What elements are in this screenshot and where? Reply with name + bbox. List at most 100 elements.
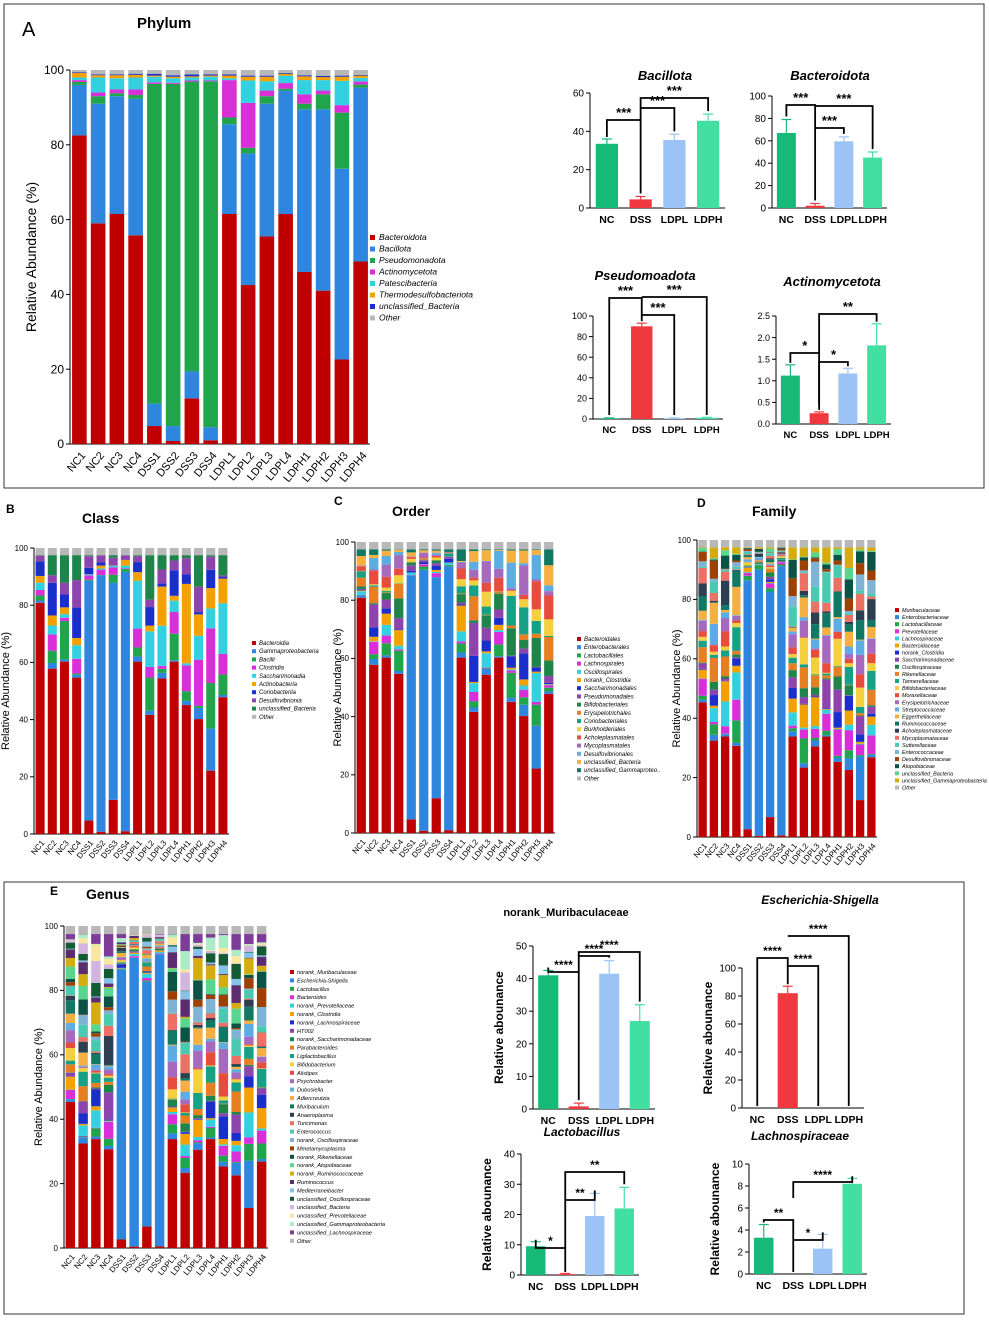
pseudomonadota-x-label: LDPH xyxy=(694,425,720,436)
genus-y-tick-label: 20 xyxy=(49,1179,58,1188)
order-bar-segment xyxy=(494,594,504,610)
order-bar-segment xyxy=(394,583,404,599)
pseudomonadota-significance-bracket xyxy=(641,314,676,415)
family-legend-label: unclassified_Gammaproteobacteria xyxy=(902,778,987,784)
pseudomonadota-x-label: NC xyxy=(602,425,616,436)
genus-bar-segment xyxy=(180,1016,190,1019)
genus-bar-segment xyxy=(65,1030,76,1043)
order-y-tick-label: 40 xyxy=(340,712,349,721)
class-bar-segment xyxy=(133,562,143,573)
order-bar-segment xyxy=(544,687,554,692)
family-bar-segment xyxy=(777,564,786,567)
order-bar-segment xyxy=(406,570,416,573)
family-bar-segment xyxy=(833,618,842,632)
bacillota-bar-ldph xyxy=(696,120,720,208)
order-legend-swatch xyxy=(577,743,581,748)
family-bar-segment xyxy=(799,557,809,561)
genus-bar-segment xyxy=(205,926,216,935)
class-bar-segment xyxy=(59,661,69,834)
class-bar-segment xyxy=(84,575,94,580)
class-bar-segment xyxy=(47,575,57,583)
family-bar-segment xyxy=(743,549,752,551)
order-bar-segment xyxy=(356,542,366,550)
genus-bar-segment xyxy=(180,1018,190,1028)
phylum-bar-segment xyxy=(353,70,368,75)
family-bar-segment xyxy=(855,716,865,735)
family-bar-segment xyxy=(788,670,797,678)
family-bar-segment xyxy=(844,631,854,647)
family-bar-segment xyxy=(743,550,752,552)
genus-bar-segment xyxy=(91,997,101,1003)
order-bar-segment xyxy=(431,569,441,572)
phylum-bar-segment xyxy=(128,73,143,75)
genus-legend-label: norank_Oscillospiraceae xyxy=(297,1138,358,1144)
lachnospiraceae-significance-label: ** xyxy=(774,1206,784,1220)
pseudomonadota-y-tick-label: 100 xyxy=(572,311,587,321)
phylum-x-label: NC2 xyxy=(84,450,107,475)
family-bar-segment xyxy=(867,540,876,548)
muribaculaceae-significance-bracket xyxy=(547,967,580,1101)
phylum-bar-segment xyxy=(165,75,181,77)
genus-bar-segment xyxy=(180,1172,190,1248)
genus-bar-segment xyxy=(91,1036,101,1041)
phylum-bar-segment xyxy=(259,76,275,82)
genus-bar-segment xyxy=(244,934,254,945)
bacteroidota-significance-bracket xyxy=(815,105,874,149)
genus-legend-label: Ruminococcus xyxy=(297,1180,334,1186)
family-legend-label: unclassified_Bacteria xyxy=(902,771,953,777)
muribaculaceae-bar-nc xyxy=(538,975,559,1109)
class-bar-segment xyxy=(169,661,179,834)
lactobacillus-significance-bracket xyxy=(564,1171,626,1200)
genus-bar-segment xyxy=(91,1110,101,1128)
family-bar-segment xyxy=(810,558,820,562)
family-bar-segment xyxy=(822,627,831,635)
genus-bar-segment xyxy=(91,1064,101,1070)
actinomycetota-y-tick-label: 2.0 xyxy=(757,333,770,343)
order-bar-segment xyxy=(356,566,366,571)
class-bar-segment xyxy=(145,677,155,711)
class-bar-segment xyxy=(47,548,57,556)
order-bar-segment xyxy=(481,640,491,652)
family-bar-segment xyxy=(709,623,719,645)
class-bar-segment xyxy=(157,668,167,673)
family-bar-segment xyxy=(743,580,752,830)
genus-bar-segment xyxy=(180,1080,190,1092)
genus-bar-segment xyxy=(231,978,241,986)
genus-bar-segment xyxy=(180,1104,190,1113)
class-bar-segment xyxy=(108,557,118,566)
order-bar-segment xyxy=(506,549,516,551)
family-legend-label: Mycoplasmataceae xyxy=(902,736,948,742)
genus-bar-segment xyxy=(231,1140,241,1146)
family-bar-segment xyxy=(698,695,707,700)
genus-bar-segment xyxy=(218,1048,229,1074)
class-bar-segment xyxy=(35,555,45,562)
family-bar-segment xyxy=(867,754,876,758)
muribaculaceae-y-tick-label: 30 xyxy=(516,1007,528,1018)
phylum-bar-segment xyxy=(147,403,162,427)
class-bar-segment xyxy=(96,548,106,556)
order-bar-segment xyxy=(394,645,404,650)
order-bar-segment xyxy=(544,549,554,566)
order-legend-swatch xyxy=(577,727,581,732)
genus-legend-swatch xyxy=(290,1104,294,1109)
class-bar-segment xyxy=(35,595,45,601)
order-bar-segment xyxy=(544,565,554,586)
genus-legend-label: Dubosiella xyxy=(297,1088,323,1094)
genus-bar-segment xyxy=(65,1076,76,1090)
family-bar-segment xyxy=(844,730,854,751)
genus-bar-segment xyxy=(256,1088,267,1095)
order-bar-segment xyxy=(369,641,379,655)
genus-bar-segment xyxy=(218,934,229,936)
class-legend-swatch xyxy=(252,649,256,654)
family-bar-segment xyxy=(867,593,876,597)
class-bar-segment xyxy=(157,548,167,556)
order-bar-segment xyxy=(494,592,504,595)
order-y-label: Relative Abundance (%) xyxy=(332,628,344,746)
pseudomonadota-bar-ldph xyxy=(696,417,718,419)
phylum-legend-swatch xyxy=(370,304,375,309)
genus-bar-segment xyxy=(256,1159,267,1162)
phylum-bar-segment xyxy=(203,80,218,82)
genus-legend-label: Psychrobacter xyxy=(297,1079,334,1085)
order-bar-segment xyxy=(394,551,404,556)
